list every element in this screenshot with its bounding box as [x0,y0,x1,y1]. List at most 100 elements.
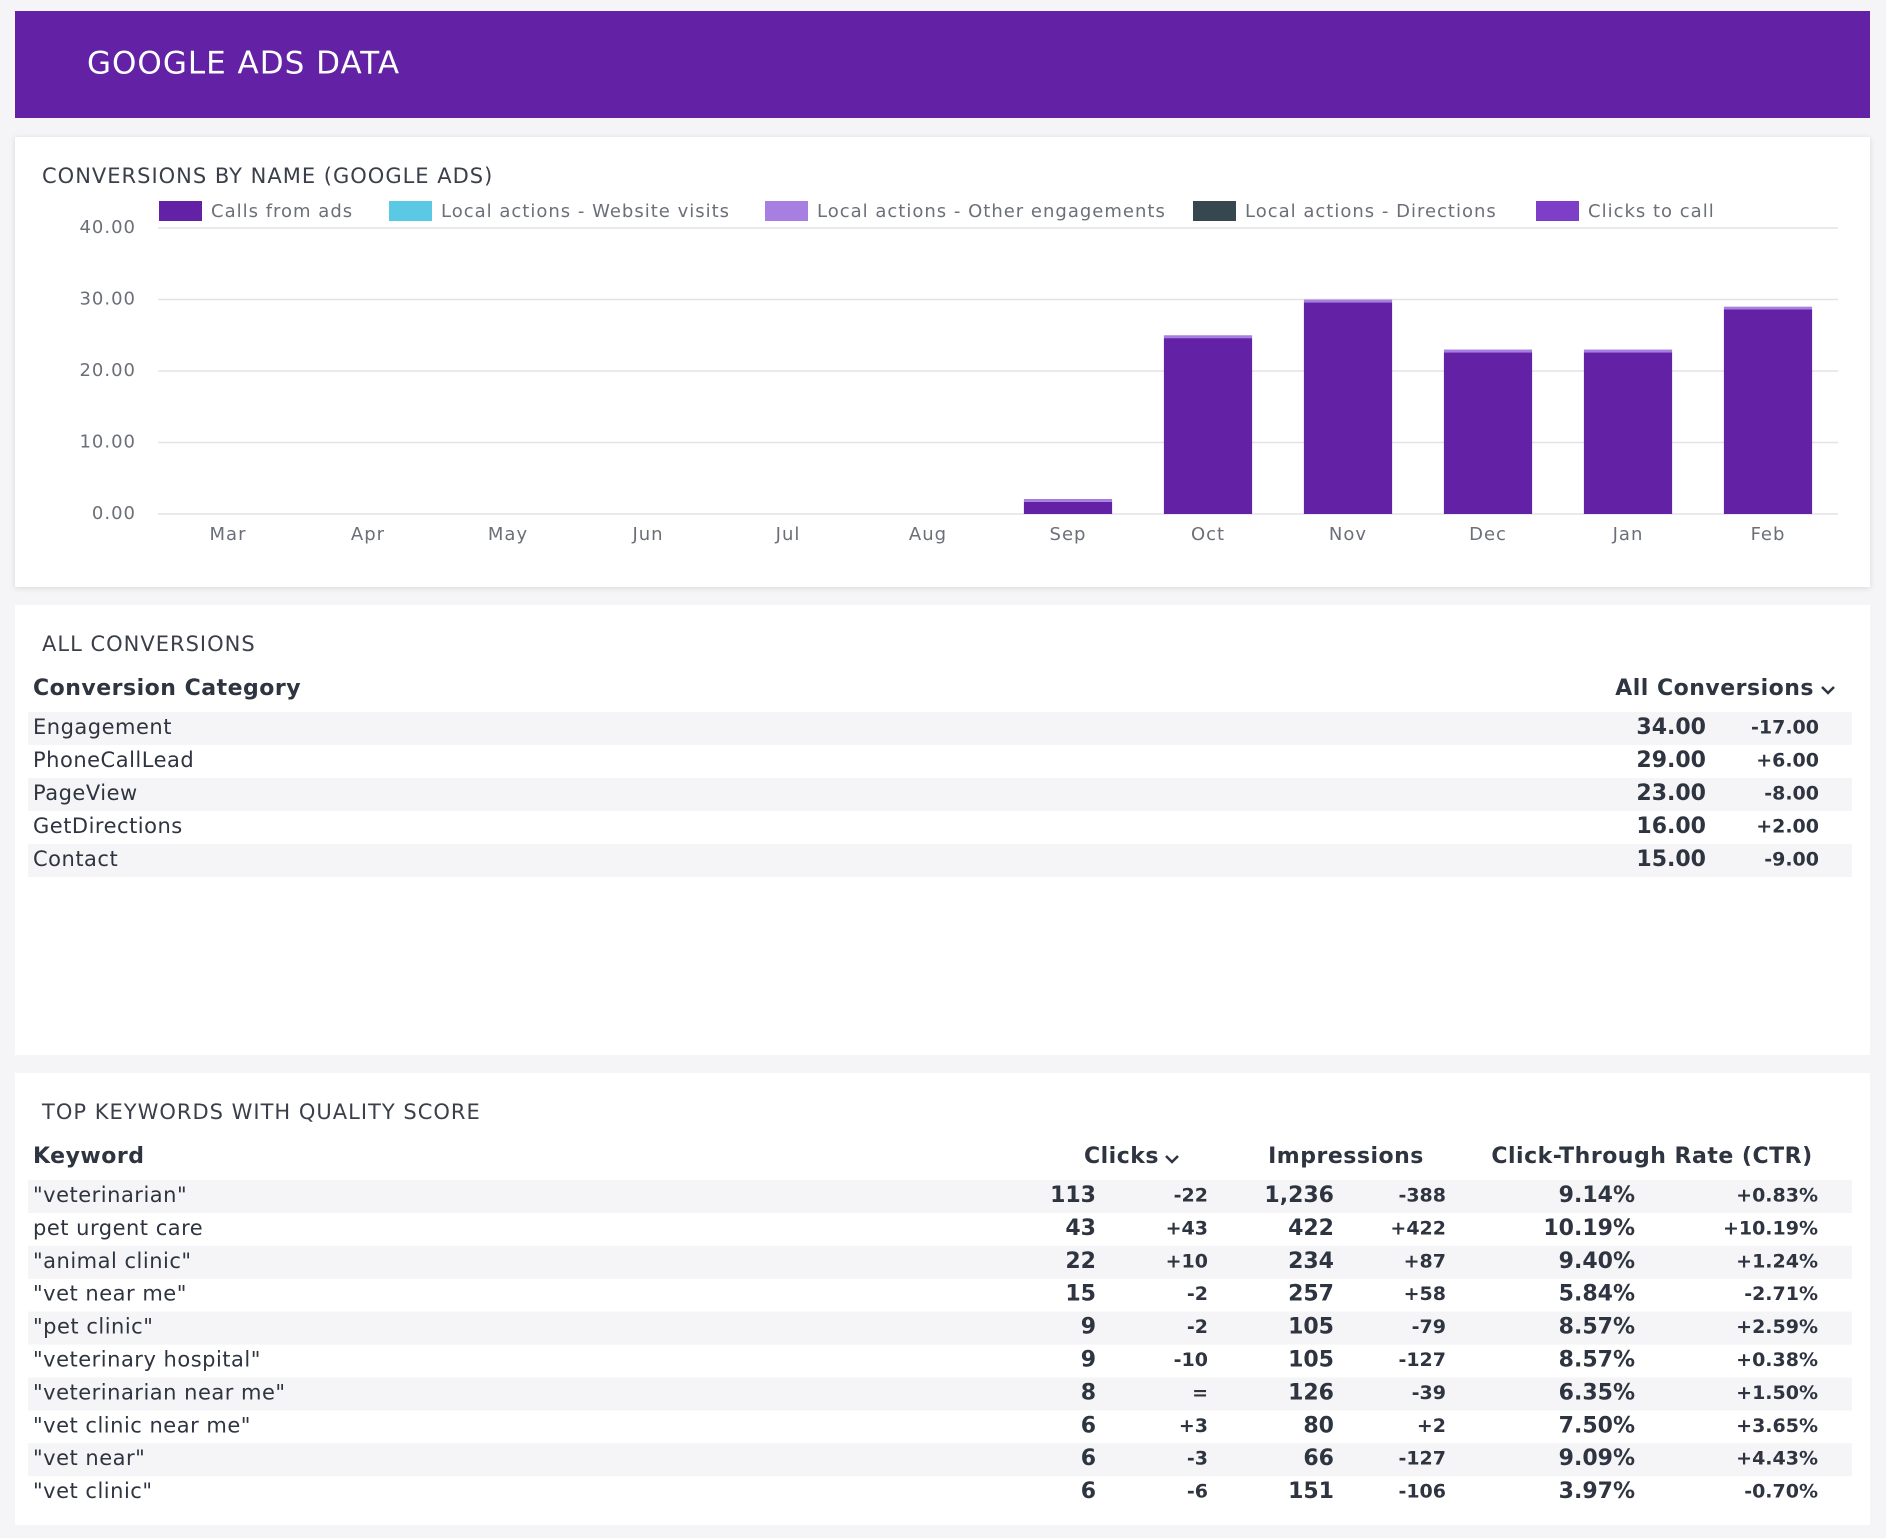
sort-chevron[interactable] [1165,1155,1179,1164]
legend-label[interactable]: Local actions - Website visits [441,201,730,222]
value: 8.57% [1559,1348,1635,1373]
bar [1443,352,1533,514]
change: +1.24% [1736,1250,1818,1272]
column-header[interactable]: Clicks [1084,1144,1159,1169]
change: -17.00 [1751,717,1819,739]
column-header[interactable]: All Conversions [1615,676,1814,701]
row-label: GetDirections [33,814,183,838]
row-label: PageView [33,781,138,805]
change: +1.50% [1736,1382,1818,1404]
row-stripe [28,1377,1852,1411]
keyword: pet urgent care [33,1216,203,1240]
legend-label[interactable]: Calls from ads [211,201,353,222]
change: -388 [1398,1185,1446,1207]
legend-label[interactable]: Local actions - Directions [1245,201,1497,222]
value: 9.09% [1559,1446,1635,1471]
value: 105 [1288,1315,1334,1340]
bar [1163,338,1253,514]
legend-label[interactable]: Local actions - Other engagements [817,201,1166,222]
x-tick-label: Mar [210,524,247,545]
value: 234 [1288,1249,1334,1274]
bar [1723,306,1813,310]
value: 29.00 [1636,748,1706,773]
conversions-panel [15,605,1870,1055]
row-label: Engagement [33,715,172,739]
change: +10.19% [1723,1217,1818,1239]
x-tick-label: Sep [1050,524,1087,545]
column-header[interactable]: Impressions [1268,1144,1424,1169]
y-tick-label: 0.00 [92,503,136,524]
change: -3 [1187,1448,1208,1470]
legend-label[interactable]: Clicks to call [1588,201,1715,222]
change: -2.71% [1744,1283,1818,1305]
keyword: "veterinarian" [33,1183,187,1207]
bar [1583,352,1673,514]
column-header[interactable]: Click-Through Rate (CTR) [1491,1144,1812,1169]
x-tick-label: Nov [1329,524,1367,545]
value: 15 [1065,1282,1096,1307]
x-tick-label: Jun [631,524,663,545]
change: +0.38% [1736,1349,1818,1371]
change: -39 [1412,1382,1446,1404]
content: 0.00 10.00 20.00 30.00 40.00 Calls from ads Lo… [28,201,1852,1504]
legend-swatch[interactable] [1536,201,1579,221]
change: +4.43% [1736,1448,1818,1470]
row-stripe [28,844,1852,877]
x-tick-label: Dec [1469,524,1507,545]
value: 105 [1288,1348,1334,1373]
value: 9.40% [1559,1249,1635,1274]
change: -127 [1398,1448,1446,1470]
keyword: "veterinary hospital" [33,1348,261,1372]
change: +2 [1417,1415,1446,1437]
keyword: "animal clinic" [33,1249,192,1273]
row-label: Contact [33,847,118,871]
value: 422 [1288,1216,1334,1241]
bar [1583,349,1673,353]
change: +2.59% [1736,1316,1818,1338]
value: 15.00 [1636,847,1706,872]
value: 8 [1081,1380,1096,1405]
value: 7.50% [1559,1413,1635,1438]
bar [1723,309,1813,514]
change: +0.83% [1736,1185,1818,1207]
sort-chevron[interactable] [1821,686,1835,695]
value: 6 [1081,1446,1096,1471]
value: 34.00 [1636,715,1706,740]
x-tick-label: Apr [351,524,385,545]
chart-title: CONVERSIONS BY NAME (GOOGLE ADS) [42,164,493,188]
bar [1023,501,1113,514]
value: 113 [1050,1183,1096,1208]
y-tick-label: 40.00 [79,217,136,238]
row-label: PhoneCallLead [33,748,194,772]
legend-swatch[interactable] [159,201,202,221]
column-header: Keyword [33,1144,144,1169]
row-stripe [28,1443,1852,1477]
keyword: "vet near me" [33,1282,187,1306]
value: 22 [1065,1249,1096,1274]
change: -8.00 [1764,783,1819,805]
legend-swatch[interactable] [389,201,432,221]
value: 43 [1065,1216,1096,1241]
value: 6.35% [1559,1380,1635,1405]
value: 9 [1081,1315,1096,1340]
change: +2.00 [1756,816,1819,838]
legend-swatch[interactable] [1193,201,1236,221]
change: -0.70% [1744,1481,1818,1503]
x-tick-label: Aug [909,524,947,545]
row-stripe [28,1245,1852,1279]
legend-swatch[interactable] [765,201,808,221]
change: +6.00 [1756,750,1819,772]
value: 6 [1081,1479,1096,1504]
table-title: ALL CONVERSIONS [42,632,256,656]
bar [1303,299,1393,303]
change: +10 [1166,1250,1208,1272]
change: -79 [1412,1316,1446,1338]
value: 10.19% [1543,1216,1635,1241]
change: +58 [1404,1283,1446,1305]
change: = [1192,1382,1208,1404]
bar [1303,302,1393,514]
value: 6 [1081,1413,1096,1438]
change: -127 [1398,1349,1446,1371]
x-tick-label: Jan [1612,524,1644,545]
